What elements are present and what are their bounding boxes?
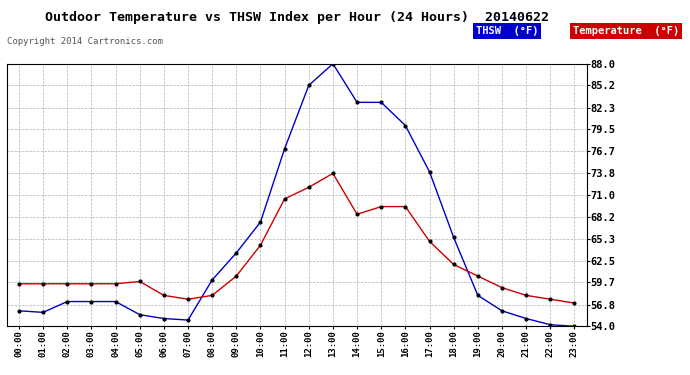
Text: Copyright 2014 Cartronics.com: Copyright 2014 Cartronics.com xyxy=(7,38,163,46)
Text: Temperature  (°F): Temperature (°F) xyxy=(573,26,679,36)
Text: Outdoor Temperature vs THSW Index per Hour (24 Hours)  20140622: Outdoor Temperature vs THSW Index per Ho… xyxy=(45,11,549,24)
Text: THSW  (°F): THSW (°F) xyxy=(476,26,539,36)
